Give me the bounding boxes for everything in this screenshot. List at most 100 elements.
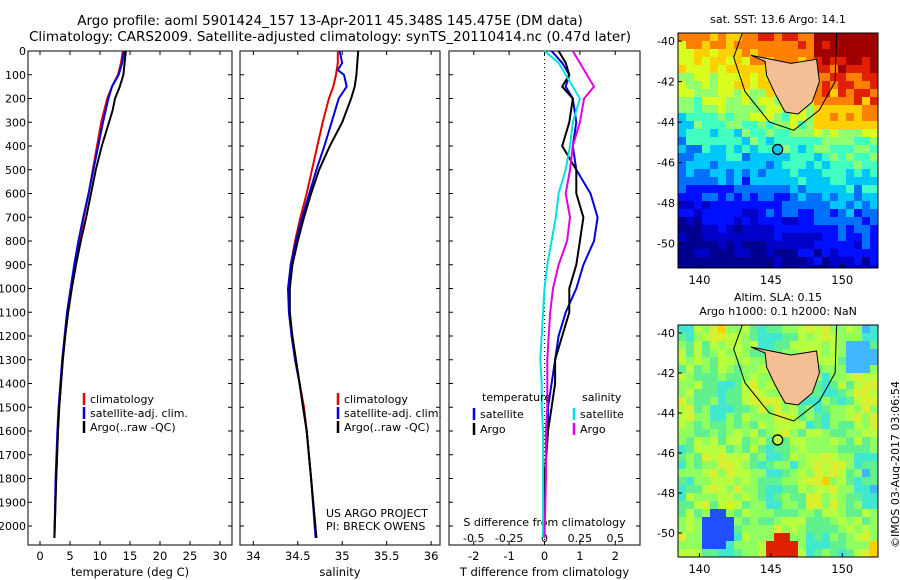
- map-cell: [846, 525, 854, 533]
- map-cell: [838, 333, 846, 341]
- map-cell: [734, 81, 742, 89]
- map-cell: [702, 113, 710, 121]
- series-line-argo-raw-qc-: [288, 50, 360, 538]
- map-cell: [710, 445, 718, 453]
- map-cell: [814, 429, 822, 437]
- map-cell: [694, 349, 702, 357]
- map-cell: [798, 249, 806, 257]
- map-cell: [702, 257, 710, 265]
- map-cell: [854, 241, 862, 249]
- map-cell: [734, 533, 742, 541]
- map-cell: [710, 421, 718, 429]
- map-cell: [830, 265, 838, 268]
- map-cell: [710, 217, 718, 225]
- map-cell: [710, 389, 718, 397]
- map-cell: [846, 509, 854, 517]
- map-cell: [822, 365, 830, 373]
- map-cell: [822, 325, 830, 333]
- map-cell: [838, 453, 846, 461]
- legend-label: Argo: [480, 423, 506, 436]
- map-cell: [718, 525, 726, 533]
- map-cell: [678, 493, 686, 501]
- y-tick-label: 300: [5, 116, 26, 129]
- map-cell: [718, 41, 726, 49]
- map-cell: [870, 429, 878, 437]
- map-cell: [846, 105, 854, 113]
- map-cell: [694, 225, 702, 233]
- map-cell: [734, 549, 742, 557]
- map-cell: [750, 485, 758, 493]
- map-cell: [774, 325, 782, 333]
- map-cell: [830, 161, 838, 169]
- map-cell: [686, 265, 694, 268]
- map-cell: [774, 541, 782, 549]
- map-cell: [854, 49, 862, 57]
- map-cell: [846, 81, 854, 89]
- map-cell: [838, 73, 846, 81]
- map-cell: [678, 241, 686, 249]
- map-cell: [694, 185, 702, 193]
- x-tick-label: 35.5: [374, 549, 400, 563]
- map-cell: [830, 357, 838, 365]
- map-cell: [862, 381, 870, 389]
- map-cell: [822, 185, 830, 193]
- project-label: US ARGO PROJECT: [326, 507, 428, 520]
- map-cell: [726, 341, 734, 349]
- map-cell: [718, 461, 726, 469]
- map-cell: [798, 541, 806, 549]
- map-cell: [790, 341, 798, 349]
- map-cell: [686, 89, 694, 97]
- map-cell: [822, 249, 830, 257]
- map-cell: [822, 169, 830, 177]
- map-cell: [702, 121, 710, 129]
- map-cell: [830, 121, 838, 129]
- map-cell: [798, 477, 806, 485]
- map-cell: [854, 325, 862, 333]
- map-cell: [862, 97, 870, 105]
- map-cell: [854, 73, 862, 81]
- map-cell: [830, 493, 838, 501]
- map-cell: [870, 341, 878, 349]
- map-cell: [766, 49, 774, 57]
- map-cell: [798, 169, 806, 177]
- map-cell: [766, 389, 774, 397]
- map-cell: [798, 549, 806, 557]
- map-cell: [790, 541, 798, 549]
- map-cell: [742, 249, 750, 257]
- map-cell: [686, 325, 694, 333]
- map-cell: [862, 81, 870, 89]
- map-cell: [734, 485, 742, 493]
- map-cell: [750, 413, 758, 421]
- map-x-tick-label: 140: [688, 273, 710, 287]
- map-cell: [798, 485, 806, 493]
- map-cell: [862, 57, 870, 65]
- map-cell: [678, 333, 686, 341]
- map-cell: [694, 81, 702, 89]
- map-cell: [838, 525, 846, 533]
- map-cell: [710, 153, 718, 161]
- map-cell: [726, 333, 734, 341]
- map-cell: [702, 357, 710, 365]
- map-cell: [838, 97, 846, 105]
- map-cell: [686, 185, 694, 193]
- map-cell: [766, 225, 774, 233]
- map-cell: [734, 373, 742, 381]
- map-cell: [710, 533, 718, 541]
- map-cell: [798, 461, 806, 469]
- map-cell: [774, 233, 782, 241]
- map-cell: [694, 105, 702, 113]
- map-cell: [870, 349, 878, 357]
- map-cell: [790, 209, 798, 217]
- map-cell: [702, 485, 710, 493]
- map-cell: [742, 105, 750, 113]
- map-cell: [726, 105, 734, 113]
- map-cell: [854, 341, 862, 349]
- map-cell: [774, 153, 782, 161]
- map-cell: [750, 365, 758, 373]
- map-cell: [782, 333, 790, 341]
- map-cell: [806, 333, 814, 341]
- map-cell: [814, 113, 822, 121]
- map-cell: [782, 461, 790, 469]
- map-cell: [678, 41, 686, 49]
- map-cell: [846, 121, 854, 129]
